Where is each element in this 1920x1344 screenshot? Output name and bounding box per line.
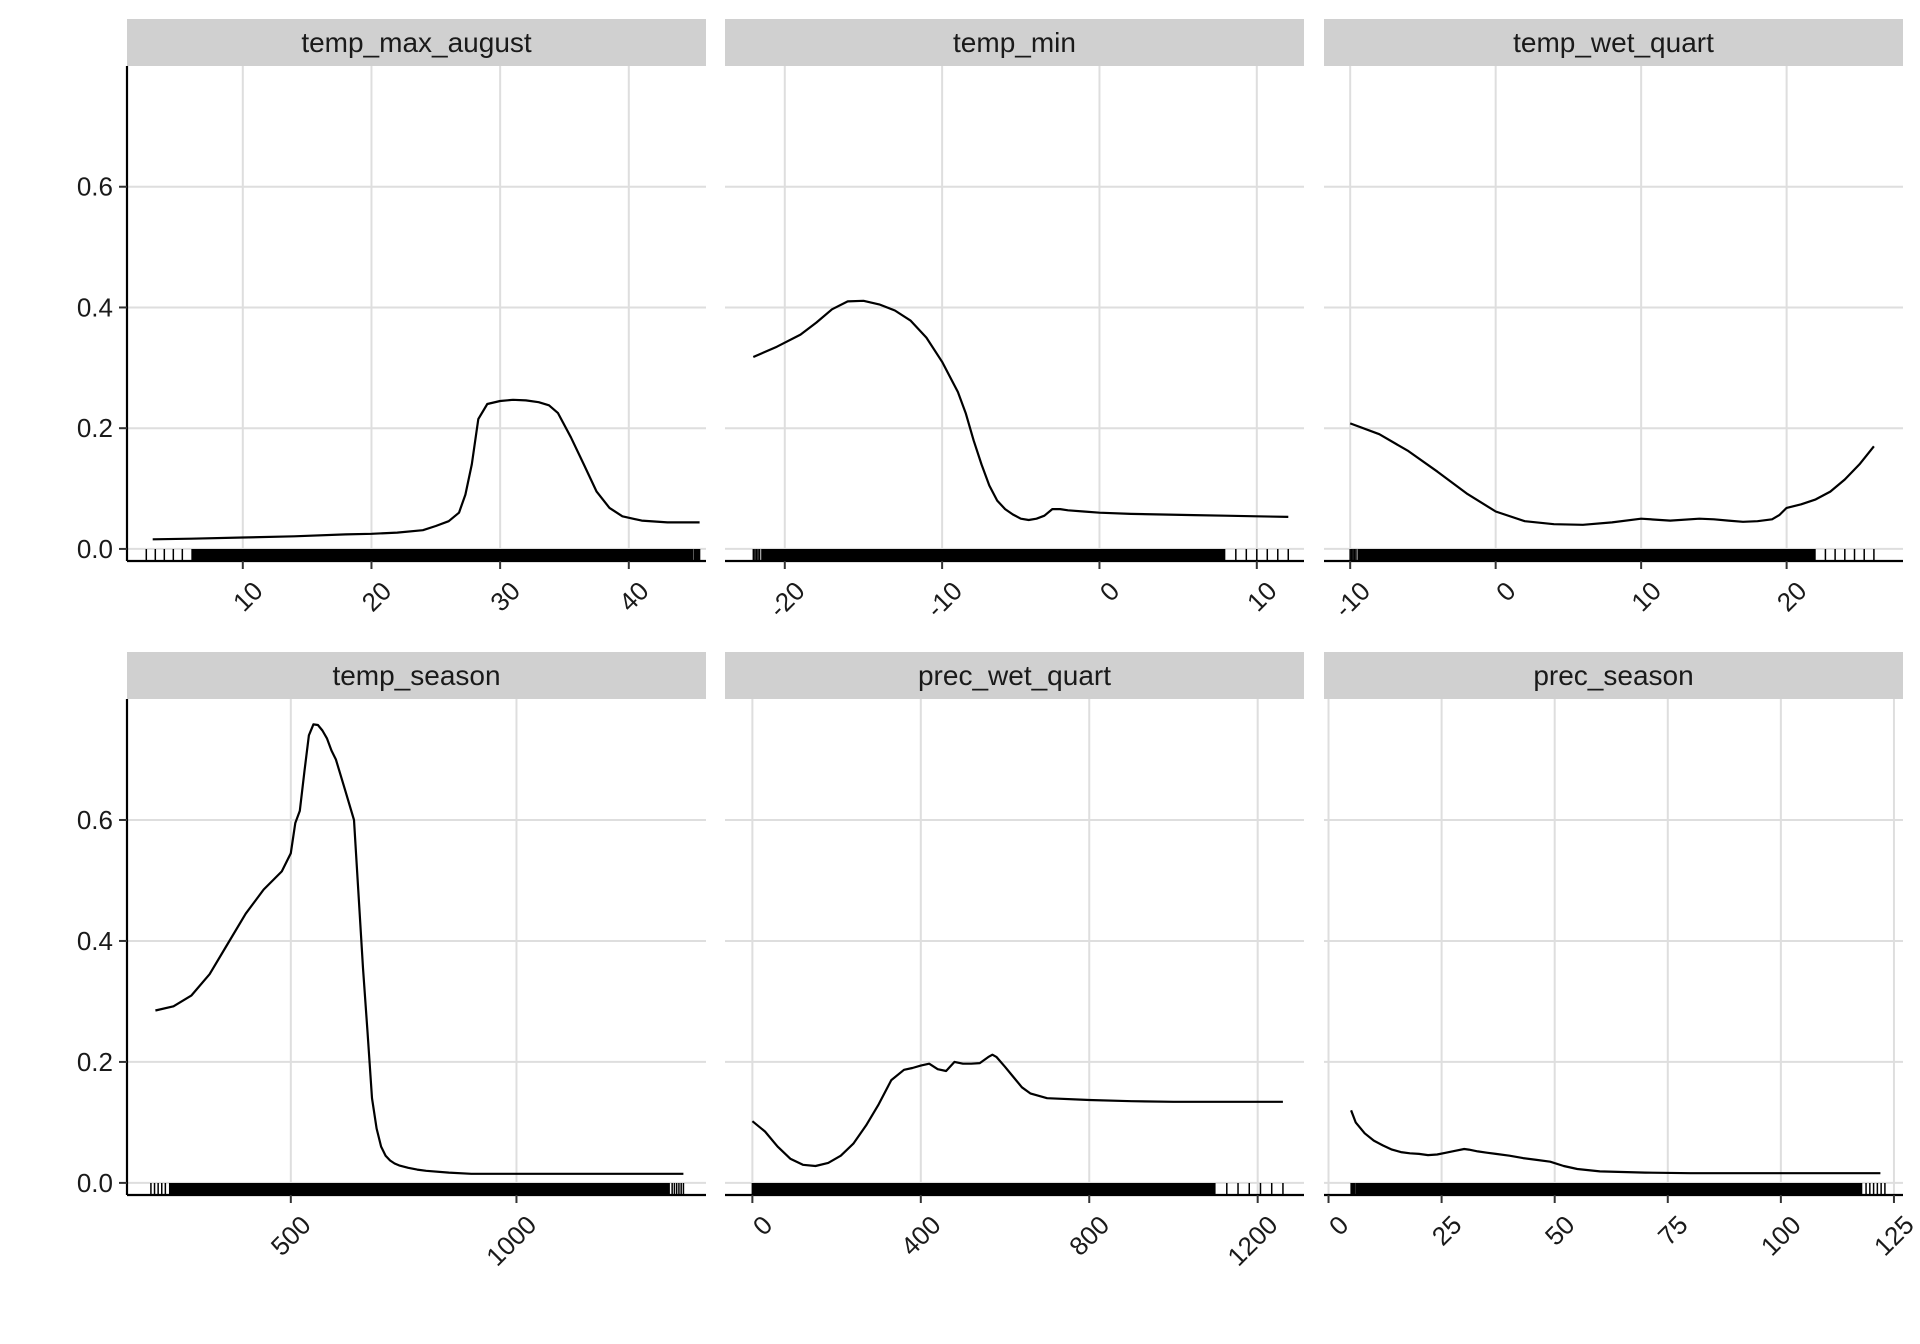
y-tick-label: 0.6 [77, 805, 113, 835]
rug-marks [752, 549, 1290, 561]
facet-strip [127, 652, 706, 699]
facet-strip [1324, 19, 1903, 66]
rug-band [168, 1183, 670, 1195]
rug-marks [150, 1183, 685, 1195]
x-tick-label: 30 [484, 576, 526, 618]
x-tick-label: 1200 [1221, 1210, 1283, 1272]
facet-panel: temp_min -20 -10 0 10 [725, 19, 1304, 623]
x-tick-label: 100 [1755, 1210, 1807, 1262]
rug-marks [1350, 1183, 1886, 1195]
rug-marks [751, 1183, 1284, 1195]
x-tick-label: 0 [747, 1210, 778, 1241]
series-line [1350, 1109, 1881, 1175]
facet-title: temp_min [953, 27, 1076, 58]
series-line [155, 723, 684, 1175]
x-tick-label: 800 [1063, 1210, 1115, 1262]
facet-title: prec_wet_quart [918, 660, 1111, 691]
y-tick-label: 0.4 [77, 926, 113, 956]
x-tick-label: 10 [227, 576, 269, 618]
series-line [152, 398, 700, 541]
x-tick-label: -20 [763, 576, 811, 624]
y-tick-label: 0.2 [77, 1047, 113, 1077]
x-tick-label: 40 [613, 576, 655, 618]
facet-panel: temp_max_august 0.0 0.2 0.4 0.6 10 20 30 40 [77, 19, 706, 617]
series-line [1349, 422, 1875, 526]
x-tick-label: 1000 [480, 1210, 542, 1272]
x-tick-label: 0 [1490, 576, 1521, 607]
facet-panel: prec_wet_quart 0 400 800 1200 [725, 652, 1304, 1272]
rug-marks [1349, 549, 1875, 561]
x-tick-label: 20 [1771, 576, 1813, 618]
series-line [751, 1053, 1283, 1168]
x-tick-label: 75 [1652, 1210, 1694, 1252]
x-tick-label: -10 [1328, 576, 1376, 624]
rug-band [1355, 1183, 1863, 1195]
series-line [752, 299, 1289, 522]
x-tick-label: 400 [895, 1210, 947, 1262]
y-tick-label: 0.4 [77, 292, 113, 322]
y-tick-label: 0.6 [77, 172, 113, 202]
rug-band [1357, 549, 1816, 561]
x-tick-label: 500 [265, 1210, 317, 1262]
x-tick-label: 0 [1323, 1210, 1354, 1241]
rug-band [754, 1183, 1216, 1195]
x-tick-label: 125 [1868, 1210, 1920, 1262]
x-tick-label: 10 [1241, 576, 1283, 618]
rug-band [761, 549, 1226, 561]
x-tick-label: -10 [920, 576, 968, 624]
x-tick-label: 10 [1625, 576, 1667, 618]
facet-strip [725, 19, 1304, 66]
facet-title: prec_season [1533, 660, 1693, 691]
facet-title: temp_max_august [301, 27, 532, 58]
x-tick-label: 0 [1094, 576, 1125, 607]
facet-panel: prec_season 0 25 50 75 100 125 [1323, 652, 1920, 1262]
rug-marks [145, 549, 701, 561]
x-tick-label: 50 [1539, 1210, 1581, 1252]
rug-band [191, 549, 694, 561]
facet-panel: temp_season 0.0 0.2 0.4 0.6 500 1000 [77, 652, 706, 1272]
facet-strip [127, 19, 706, 66]
facet-title: temp_wet_quart [1513, 27, 1714, 58]
facet-title: temp_season [332, 660, 500, 691]
facet-strip [1324, 652, 1903, 699]
y-tick-label: 0.0 [77, 1168, 113, 1198]
facet-strip [725, 652, 1304, 699]
y-tick-label: 0.2 [77, 413, 113, 443]
x-tick-label: 25 [1426, 1210, 1468, 1252]
x-tick-label: 20 [356, 576, 398, 618]
y-tick-label: 0.0 [77, 534, 113, 564]
facet-panel: temp_wet_quart -10 0 10 20 [1324, 19, 1903, 623]
